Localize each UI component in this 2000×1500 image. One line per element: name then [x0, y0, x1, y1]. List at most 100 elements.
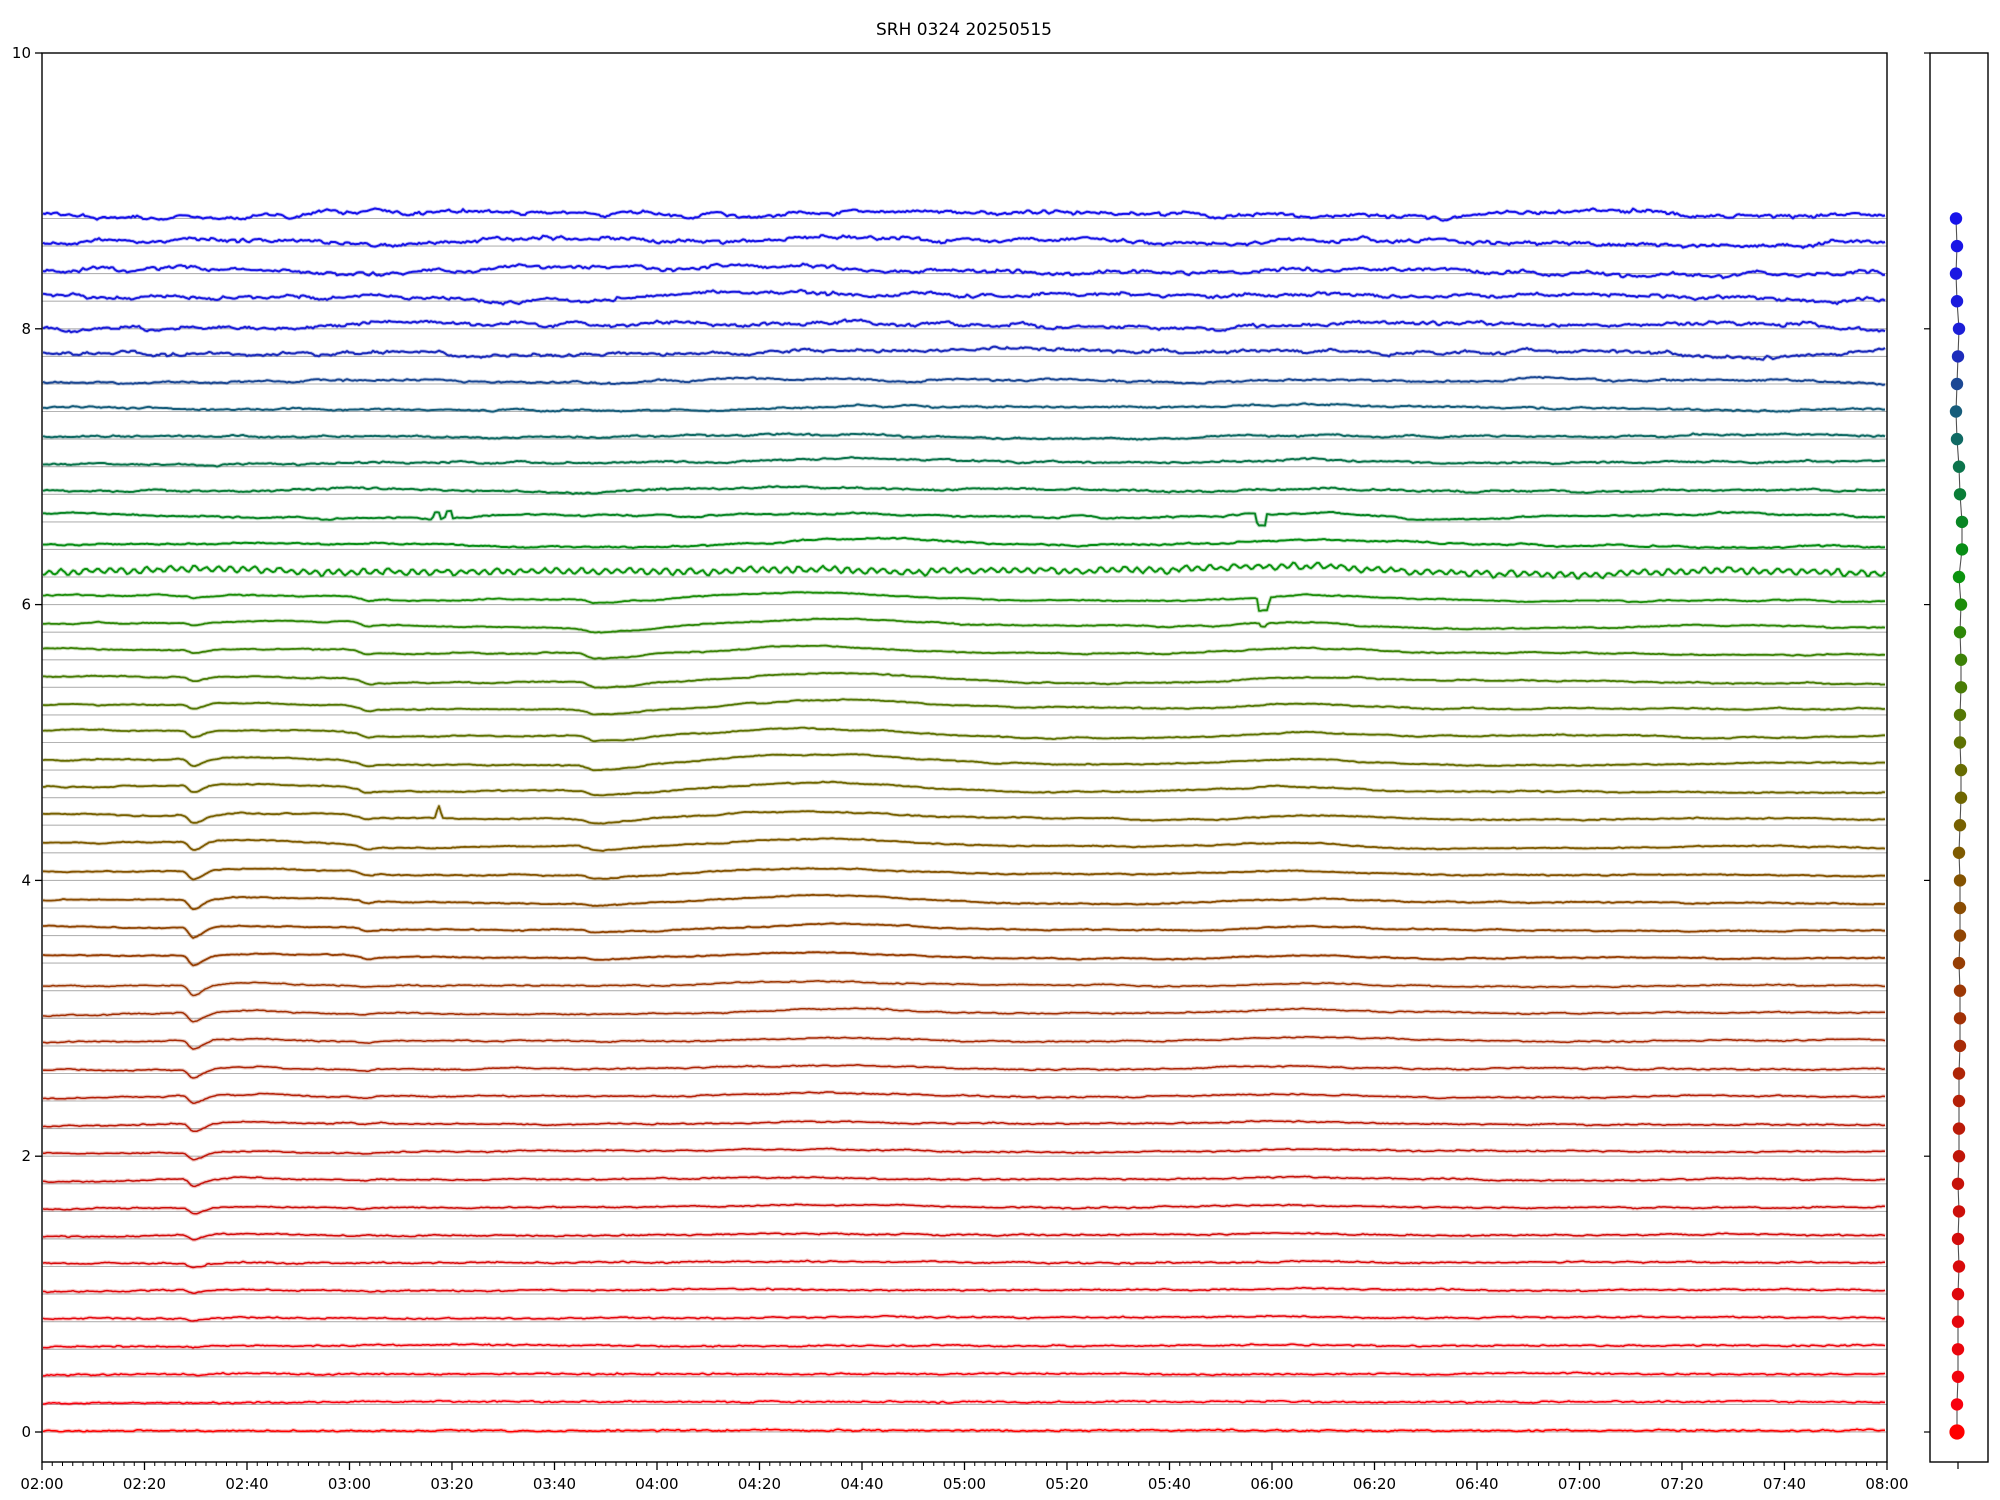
channel-sidebar [1924, 52, 1989, 1469]
trace-line-24 [42, 867, 1885, 881]
x-tick-label: 05:20 [1045, 1475, 1088, 1493]
trace-line-halo [43, 401, 1886, 414]
chart-title: SRH 0324 20250515 [876, 20, 1052, 40]
trace-line-19 [42, 726, 1885, 743]
channel-dot-14 [1954, 598, 1968, 611]
channel-dot-8 [1950, 432, 1964, 446]
x-tick-label: 04:00 [635, 1475, 678, 1493]
trace-line-10 [42, 485, 1886, 495]
trace-line-22 [42, 805, 1886, 825]
trace-line-halo [42, 804, 1886, 826]
x-tick-label: 04:20 [738, 1475, 781, 1493]
channel-dot-25 [1953, 901, 1967, 915]
trace-line-13 [42, 561, 1886, 580]
trace-line-32 [42, 1091, 1886, 1104]
channel-dot-41 [1951, 1343, 1965, 1356]
channel-dot-44 [1949, 1424, 1965, 1440]
channel-dot-18 [1953, 708, 1967, 722]
y-tick-label: 10 [12, 44, 31, 62]
x-tick-label: 03:00 [328, 1475, 371, 1493]
channel-dot-37 [1951, 1232, 1965, 1246]
trace-line-30 [42, 1036, 1886, 1050]
y-tick-label: 0 [21, 1423, 31, 1441]
x-tick-label: 06:40 [1455, 1475, 1498, 1493]
trace-line-5 [42, 345, 1886, 361]
x-tick-label: 05:40 [1148, 1475, 1191, 1493]
y-tick-label: 6 [21, 596, 31, 614]
trace-line-16 [42, 644, 1886, 660]
channel-dot-33 [1952, 1122, 1966, 1135]
channel-dot-2 [1949, 267, 1963, 280]
trace-line-40 [42, 1314, 1886, 1322]
channel-dot-38 [1952, 1260, 1966, 1273]
channel-dot-4 [1952, 322, 1966, 335]
channel-dot-39 [1951, 1287, 1965, 1301]
channel-dot-34 [1952, 1150, 1966, 1163]
trace-line-20 [42, 753, 1886, 772]
trace-line-halo [42, 1034, 1886, 1051]
trace-line-4 [42, 318, 1886, 334]
channel-dot-24 [1953, 874, 1967, 887]
channel-dot-20 [1954, 763, 1968, 777]
channel-dot-42 [1951, 1370, 1965, 1384]
trace-line-18 [42, 698, 1886, 716]
trace-line-41 [43, 1343, 1886, 1349]
trace-line-1 [42, 234, 1886, 249]
channel-dot-19 [1953, 736, 1967, 749]
trace-line-3 [42, 288, 1886, 306]
trace-line-28 [43, 980, 1885, 997]
trace-line-39 [42, 1286, 1886, 1294]
channel-dot-30 [1953, 1039, 1967, 1053]
trace-line-halo [42, 484, 1886, 496]
trace-line-11 [43, 509, 1886, 527]
x-tick-label: 03:20 [430, 1475, 473, 1493]
channel-dot-16 [1954, 653, 1968, 666]
main-plot-axes [41, 52, 1888, 1463]
trace-line-38 [42, 1259, 1885, 1269]
channel-dot-21 [1954, 791, 1968, 804]
channel-dot-32 [1952, 1094, 1966, 1108]
x-tick-label: 07:20 [1660, 1475, 1703, 1493]
channel-dot-29 [1953, 1012, 1967, 1025]
trace-line-halo [42, 1006, 1886, 1024]
x-tick-label: 03:40 [533, 1475, 576, 1493]
channel-dot-40 [1951, 1315, 1965, 1328]
trace-line-34 [43, 1147, 1886, 1161]
channel-dot-9 [1952, 460, 1966, 473]
trace-line-9 [42, 456, 1886, 468]
trace-lines [42, 206, 1887, 1434]
channel-dot-10 [1953, 488, 1967, 501]
channel-dot-35 [1951, 1177, 1965, 1191]
trace-line-7 [43, 402, 1886, 413]
channel-dot-3 [1950, 295, 1964, 308]
x-tick-label: 05:00 [943, 1475, 986, 1493]
trace-line-halo [43, 978, 1885, 998]
trace-line-14 [42, 591, 1886, 612]
channel-dot-23 [1952, 846, 1966, 859]
trace-line-23 [42, 837, 1886, 852]
channel-dot-1 [1950, 239, 1964, 253]
y-tick-label: 4 [21, 871, 31, 889]
trace-line-2 [42, 262, 1886, 280]
x-axis-ticks: 02:00 02:20 02:40 03:00 03:20 03:40 04:00 04:20… [20, 1462, 1909, 1493]
channel-dot-5 [1951, 350, 1965, 363]
trace-line-37 [42, 1232, 1886, 1241]
trace-line-halo [42, 779, 1886, 798]
channel-dot-31 [1952, 1067, 1966, 1080]
trace-line-halo [42, 1202, 1886, 1216]
trace-line-29 [42, 1007, 1886, 1023]
trace-line-8 [42, 432, 1886, 441]
x-tick-label: 04:40 [840, 1475, 883, 1493]
trace-line-halo [42, 697, 1886, 717]
channel-dot-13 [1952, 570, 1966, 584]
trace-line-21 [42, 780, 1886, 797]
trace-line-halo [42, 1174, 1886, 1189]
channel-dot-7 [1949, 405, 1963, 418]
trace-baselines [42, 217, 1887, 1433]
channel-dot-26 [1953, 929, 1967, 942]
x-tick-label: 02:00 [20, 1475, 63, 1493]
channel-dot-28 [1953, 984, 1967, 997]
trace-line-6 [42, 375, 1886, 386]
